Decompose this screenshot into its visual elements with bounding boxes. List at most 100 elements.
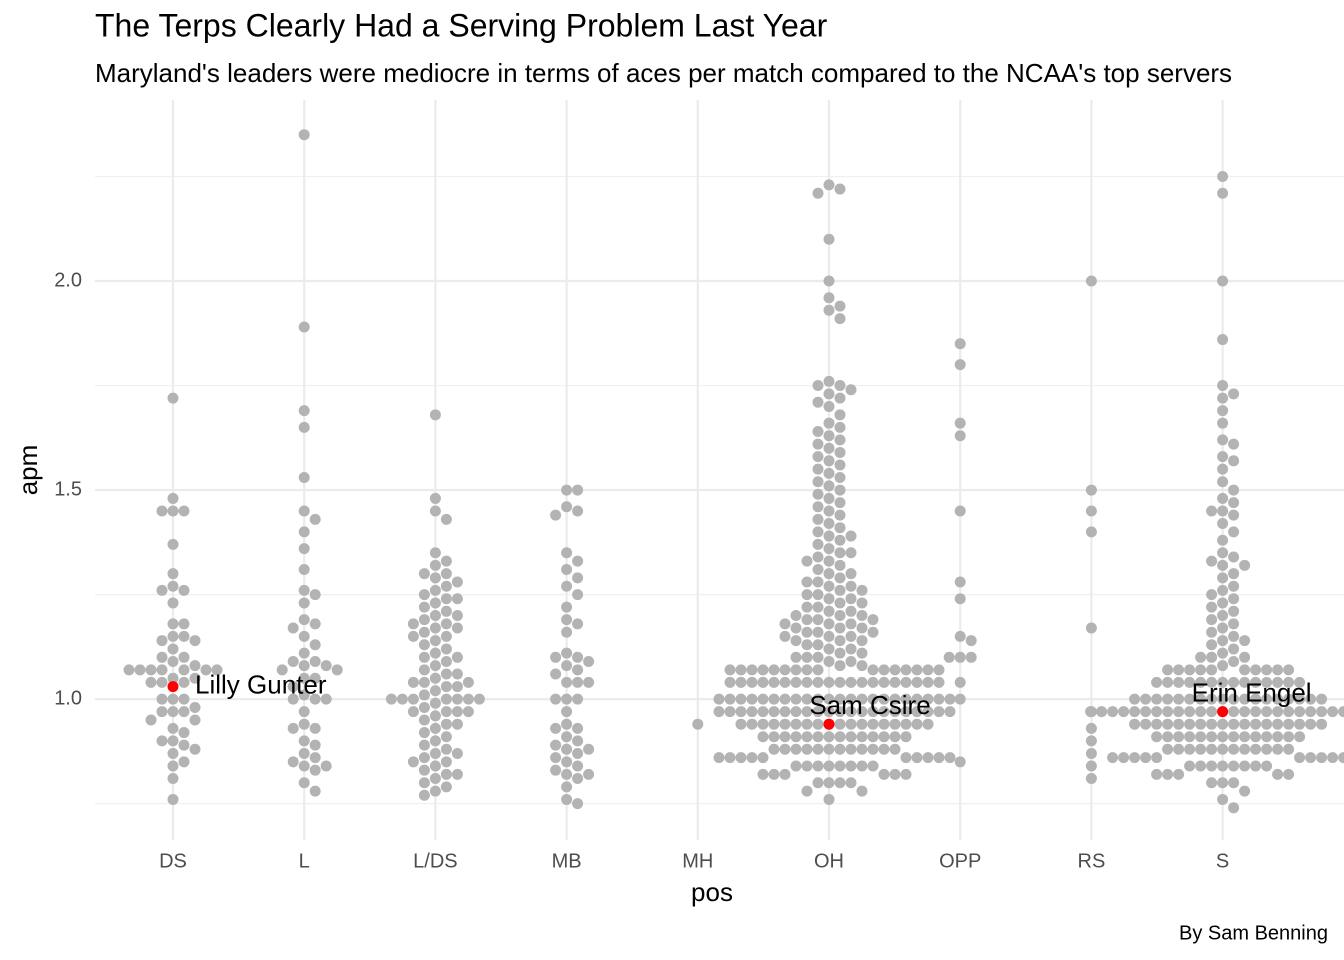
- point: [178, 693, 190, 705]
- point: [845, 731, 857, 743]
- point: [440, 593, 452, 605]
- point: [823, 630, 835, 642]
- point: [856, 785, 868, 797]
- point: [1305, 693, 1317, 705]
- point: [134, 664, 146, 676]
- point: [812, 538, 824, 550]
- point: [1250, 693, 1262, 705]
- point: [812, 693, 824, 705]
- point: [440, 756, 452, 768]
- point: [1250, 706, 1262, 718]
- point: [889, 718, 901, 730]
- point: [167, 643, 179, 655]
- point: [1140, 752, 1152, 764]
- y-tick-label: 1.0: [54, 687, 82, 709]
- point: [1294, 693, 1306, 705]
- point: [834, 421, 846, 433]
- point: [1272, 768, 1284, 780]
- point: [189, 635, 201, 647]
- point: [1261, 743, 1273, 755]
- point: [944, 693, 956, 705]
- point: [1206, 614, 1218, 626]
- y-tick-label: 2.0: [54, 269, 82, 291]
- point: [954, 676, 966, 688]
- point: [1195, 651, 1207, 663]
- point: [1140, 718, 1152, 730]
- point: [779, 768, 791, 780]
- point: [845, 655, 857, 667]
- point: [845, 743, 857, 755]
- point: [856, 743, 868, 755]
- point: [418, 701, 430, 713]
- point: [867, 676, 879, 688]
- point: [823, 518, 835, 530]
- point: [922, 664, 934, 676]
- point: [1206, 589, 1218, 601]
- point: [561, 768, 573, 780]
- point: [834, 183, 846, 195]
- point: [1217, 171, 1229, 183]
- chart-title: The Terps Clearly Had a Serving Problem …: [95, 7, 828, 43]
- point: [834, 647, 846, 659]
- point: [757, 718, 769, 730]
- point: [724, 676, 736, 688]
- point: [889, 693, 901, 705]
- point: [768, 743, 780, 755]
- point: [1283, 706, 1295, 718]
- point: [1173, 768, 1185, 780]
- point: [845, 630, 857, 642]
- point: [429, 492, 441, 504]
- point: [933, 706, 945, 718]
- point: [287, 756, 299, 768]
- point: [1206, 601, 1218, 613]
- point: [867, 706, 879, 718]
- point: [834, 731, 846, 743]
- point: [801, 731, 813, 743]
- point: [298, 543, 310, 555]
- point: [834, 459, 846, 471]
- point: [1162, 706, 1174, 718]
- point: [724, 752, 736, 764]
- point: [156, 735, 168, 747]
- point: [298, 505, 310, 517]
- point: [440, 513, 452, 525]
- point: [178, 664, 190, 676]
- point: [1217, 718, 1229, 730]
- point: [309, 752, 321, 764]
- point: [768, 718, 780, 730]
- point: [1250, 731, 1262, 743]
- point: [779, 664, 791, 676]
- point: [167, 706, 179, 718]
- point: [167, 505, 179, 517]
- point: [561, 647, 573, 659]
- point: [1118, 706, 1130, 718]
- point: [867, 760, 879, 772]
- point: [954, 338, 966, 350]
- point: [1316, 718, 1328, 730]
- point: [692, 718, 704, 730]
- point: [1129, 706, 1141, 718]
- point: [298, 735, 310, 747]
- point: [933, 664, 945, 676]
- point: [1206, 693, 1218, 705]
- point: [779, 743, 791, 755]
- point: [746, 693, 758, 705]
- point: [1316, 752, 1328, 764]
- point: [1283, 664, 1295, 676]
- point: [823, 643, 835, 655]
- point: [1305, 752, 1317, 764]
- point: [418, 601, 430, 613]
- point: [1151, 768, 1163, 780]
- highlight-point: [823, 718, 835, 730]
- point: [1261, 706, 1273, 718]
- point: [167, 597, 179, 609]
- point: [823, 304, 835, 316]
- point: [812, 564, 824, 576]
- point: [823, 760, 835, 772]
- point: [1327, 752, 1339, 764]
- point: [911, 718, 923, 730]
- point: [823, 492, 835, 504]
- point: [801, 664, 813, 676]
- point: [1184, 760, 1196, 772]
- point: [812, 463, 824, 475]
